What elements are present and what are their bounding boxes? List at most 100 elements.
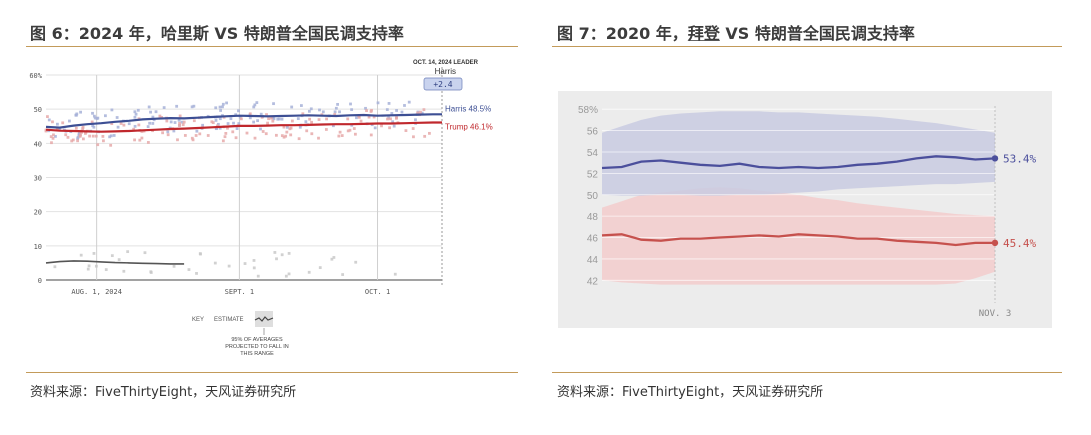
left-poll-dot (61, 121, 65, 125)
left-poll-dot (71, 138, 75, 142)
left-y-tick-label: 20 (34, 209, 42, 217)
left-poll-dot (175, 104, 179, 108)
right-y-tick-label: 58% (578, 105, 598, 116)
left-poll-dot (195, 272, 198, 275)
left-poll-dot (126, 250, 130, 254)
left-poll-dot (369, 133, 373, 137)
left-poll-dot (392, 124, 396, 128)
left-poll-dot (253, 136, 257, 140)
left-poll-dot (354, 260, 358, 264)
left-poll-dot (177, 118, 181, 122)
left-poll-dot (330, 257, 334, 261)
left-poll-dot (300, 104, 303, 107)
left-poll-dot (285, 130, 289, 134)
left-poll-dot (387, 102, 391, 105)
left-poll-dot (183, 134, 187, 137)
left-poll-dot (252, 120, 256, 124)
left-poll-dot (140, 136, 144, 140)
left-poll-dot (213, 261, 217, 265)
left-poll-dot (307, 109, 311, 113)
left-poll-dot (115, 116, 119, 119)
right-title-prefix: 图 7：2020 年， (557, 24, 688, 43)
left-poll-dot (403, 104, 406, 107)
left-poll-dot (389, 117, 392, 121)
left-poll-dot (92, 114, 96, 118)
left-poll-dot (224, 131, 228, 135)
left-poll-dot (248, 112, 252, 116)
left-poll-dot (310, 120, 313, 124)
left-poll-dot (81, 137, 85, 141)
left-poll-dot (400, 110, 404, 114)
left-poll-dot (91, 124, 95, 128)
left-poll-dot (195, 129, 199, 133)
left-poll-dot (116, 125, 120, 129)
left-title-prefix: 图 6：2024 年， (30, 24, 161, 43)
left-poll-dot (355, 116, 358, 120)
left-poll-dot (280, 117, 284, 121)
left-poll-dot (87, 264, 91, 268)
left-poll-dot (162, 106, 166, 109)
left-poll-dot (290, 119, 294, 123)
left-x-tick-label: AUG. 1, 2024 (71, 288, 122, 296)
left-poll-dot (352, 127, 356, 130)
left-poll-dot (92, 125, 96, 129)
left-poll-dot (359, 119, 363, 123)
left-poll-dot (307, 270, 311, 274)
left-poll-dot (190, 105, 194, 109)
left-poll-dot (148, 121, 152, 125)
left-poll-dot (280, 253, 284, 257)
left-poll-dot (338, 130, 342, 134)
left-poll-dot (218, 117, 222, 121)
left-x-tick-label: SEPT. 1 (225, 288, 255, 296)
right-y-tick-label: 44 (587, 255, 599, 266)
left-poll-dot (245, 131, 249, 135)
right-series-line (601, 233, 995, 247)
left-poll-dot (365, 109, 368, 113)
left-poll-dot (364, 106, 367, 110)
left-poll-dot (182, 120, 186, 124)
left-poll-dot (227, 264, 231, 268)
key-band-note: PROJECTED TO FALL IN (225, 344, 288, 350)
left-poll-dot (74, 113, 78, 117)
left-poll-dot (56, 122, 59, 126)
left-poll-dot (79, 253, 83, 257)
left-poll-dot (110, 254, 114, 258)
left-poll-dot (110, 108, 114, 112)
left-poll-dot (282, 125, 286, 129)
left-series-label: Harris 48.5% (445, 104, 491, 113)
right-series-endpoint (991, 239, 999, 247)
left-poll-dot (340, 134, 344, 137)
left-poll-dot (416, 111, 420, 115)
left-poll-dot (154, 110, 158, 114)
left-poll-dot (333, 110, 337, 114)
left-poll-dot (210, 120, 214, 124)
left-poll-dot (333, 113, 337, 116)
left-poll-dot (94, 264, 98, 268)
left-poll-dot (95, 117, 99, 120)
left-poll-dot (166, 133, 170, 137)
left-source-rule (26, 372, 518, 373)
left-y-tick-label: 10 (34, 243, 42, 251)
left-poll-dot (353, 132, 357, 136)
left-figure-title: 图 6：2024 年，哈里斯 VS 特朗普全国民调支持率 (30, 20, 404, 44)
left-poll-dot (110, 122, 114, 126)
left-poll-dot (259, 127, 262, 131)
left-poll-dot (138, 138, 142, 142)
left-poll-dot (86, 267, 90, 271)
right-y-tick-label: 50 (587, 191, 599, 202)
left-poll-dot (178, 122, 181, 125)
left-poll-dot (395, 116, 398, 119)
left-poll-dot (146, 141, 150, 144)
right-series-end-label: 53.4% (1003, 152, 1036, 165)
left-poll-dot (81, 125, 85, 129)
left-title-subject: 哈里斯 VS 特朗普全国民调支持率 (160, 24, 404, 43)
left-poll-dot (214, 106, 218, 110)
left-poll-dot (226, 126, 229, 130)
left-poll-dot (304, 120, 308, 124)
left-poll-dot (198, 252, 202, 255)
left-poll-dot (136, 108, 140, 112)
left-poll-dot (350, 108, 354, 112)
left-poll-dot (70, 139, 74, 143)
left-poll-dot (289, 126, 293, 130)
